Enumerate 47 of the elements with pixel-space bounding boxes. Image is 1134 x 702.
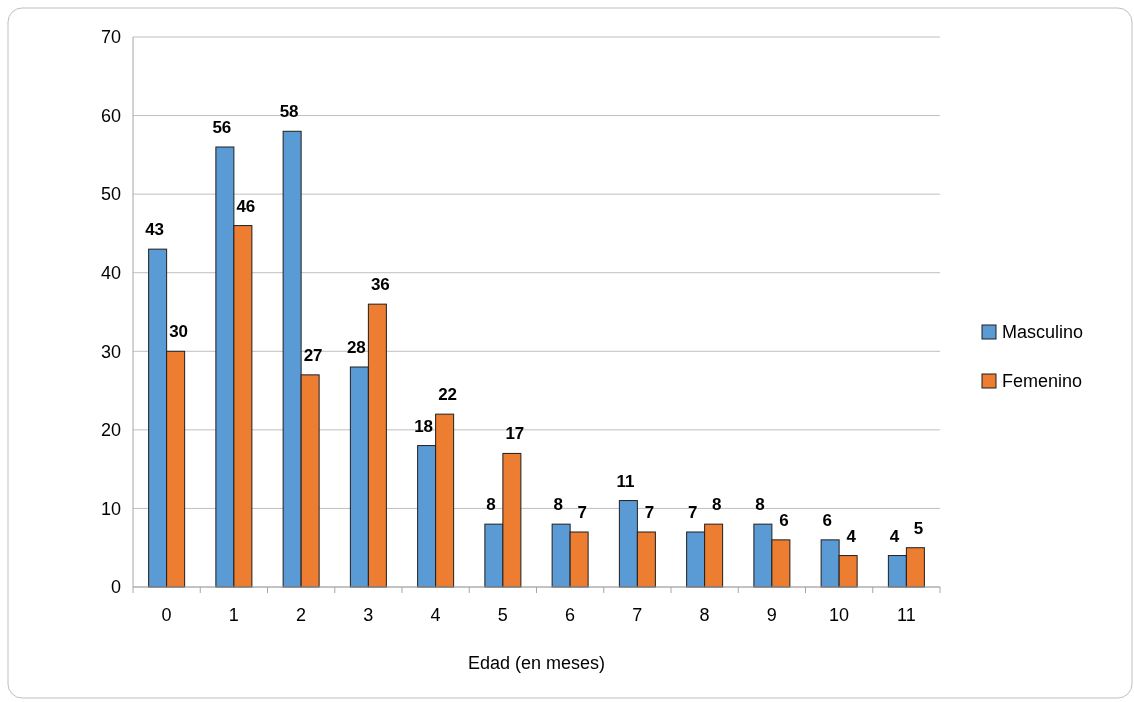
data-label: 43 (145, 220, 165, 240)
data-label: 46 (236, 196, 256, 216)
data-label: 22 (438, 385, 458, 405)
x-tick-label: 9 (766, 605, 777, 625)
y-tick-label: 0 (110, 577, 121, 598)
x-tick-label: 1 (228, 605, 239, 625)
y-tick-label: 40 (100, 263, 121, 284)
y-tick-label: 60 (100, 105, 121, 126)
data-label: 7 (687, 503, 698, 522)
data-label: 27 (303, 345, 323, 365)
data-label: 58 (279, 102, 299, 122)
data-label: 4 (889, 526, 900, 546)
y-tick-label: 20 (100, 420, 121, 441)
x-tick-label: 3 (363, 605, 374, 625)
x-axis-title: Edad (en meses) (467, 653, 606, 673)
data-label: 56 (212, 118, 232, 137)
x-tick-label: 7 (632, 605, 643, 625)
data-label: 18 (414, 416, 434, 436)
data-label: 17 (505, 424, 525, 444)
x-tick-label: 11 (897, 605, 916, 625)
x-tick-label: 4 (430, 605, 441, 625)
data-label: 8 (486, 495, 496, 515)
y-tick-label: 30 (100, 341, 121, 362)
legend-label: Masculino (1002, 322, 1084, 343)
data-label: 8 (755, 495, 765, 515)
x-tick-label: 5 (497, 605, 508, 625)
y-tick-label: 10 (100, 498, 121, 519)
data-label: 11 (616, 471, 635, 491)
y-tick-label: 70 (100, 27, 121, 48)
data-label: 4 (846, 526, 857, 546)
x-tick-label: 8 (699, 605, 710, 625)
data-label: 7 (577, 503, 587, 522)
x-tick-label: 6 (565, 605, 576, 625)
data-label: 8 (553, 495, 563, 515)
data-label: 6 (822, 510, 832, 530)
data-label: 6 (779, 510, 789, 530)
data-label: 5 (913, 518, 924, 538)
x-tick-label: 10 (829, 605, 850, 625)
legend-label: Femenino (1002, 371, 1083, 392)
data-label: 8 (711, 495, 722, 515)
data-label: 28 (346, 338, 366, 357)
data-label: 36 (370, 275, 390, 295)
x-tick-label: 0 (161, 605, 172, 625)
x-tick-label: 2 (296, 605, 307, 625)
data-label: 30 (169, 322, 189, 342)
data-label: 7 (644, 503, 655, 522)
y-tick-label: 50 (100, 184, 121, 205)
